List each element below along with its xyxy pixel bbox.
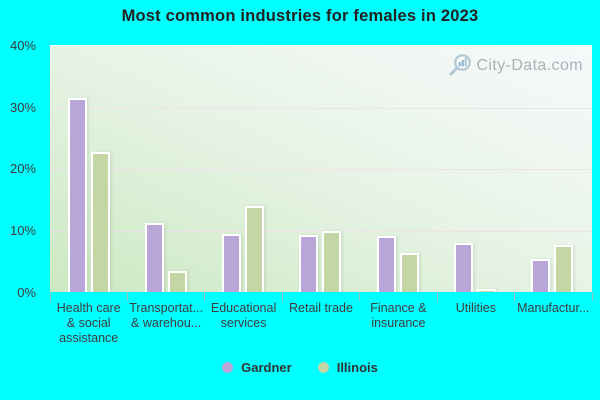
bar-illinois-4 [322, 230, 342, 292]
x-axis-label-4: Retail trade [289, 301, 353, 315]
bar-group-2 [127, 46, 204, 292]
y-tick-label-0: 0% [17, 284, 36, 300]
y-axis: 40% 30% 20% 10% 0% [0, 0, 38, 400]
x-axis-tick-0 [49, 292, 51, 301]
gridline-10 [50, 230, 591, 232]
bar-gardner-2 [144, 222, 164, 292]
legend-swatch-gardner [222, 362, 234, 373]
bar-group-7 [514, 46, 591, 292]
bar-illinois-3 [245, 205, 265, 292]
legend-swatch-illinois [317, 362, 329, 373]
x-axis-tick-7 [591, 292, 593, 301]
bar-group-1 [50, 46, 127, 292]
bar-group-6 [436, 46, 513, 292]
watermark: City-Data.com [447, 52, 583, 79]
bar-gardner-6 [454, 243, 474, 292]
bar-gardner-5 [376, 235, 396, 292]
x-axis-tick-5 [436, 292, 438, 301]
x-axis-label-2: Transportat... & warehou... [129, 301, 204, 330]
y-tick-label-30: 30% [9, 99, 36, 115]
x-axis-tick-2 [204, 292, 206, 301]
y-tick-label-20: 20% [9, 161, 36, 176]
bar-group-5 [359, 46, 436, 292]
x-axis-label-6: Utilities [455, 301, 496, 315]
magnifier-icon [449, 54, 472, 76]
legend-label-illinois: Illinois [336, 360, 378, 375]
bar-illinois-1 [90, 151, 110, 292]
bar-gardner-7 [531, 258, 551, 292]
x-axis-ticks [49, 292, 593, 301]
plot-area: City-Data.com [50, 45, 592, 292]
watermark-text: City-Data.com [476, 56, 583, 74]
x-axis-tick-4 [359, 292, 361, 301]
bar-group-3 [205, 46, 282, 292]
x-axis-label-1: Health care & social assistance [56, 301, 121, 345]
gridline-20 [50, 169, 591, 170]
bar-gardner-3 [222, 233, 242, 292]
chart-title: Most common industries for females in 20… [121, 7, 479, 25]
gridline-30 [50, 107, 591, 109]
bar-illinois-5 [399, 253, 419, 292]
y-tick-label-40: 40% [9, 37, 36, 53]
legend-label-gardner: Gardner [241, 360, 292, 375]
bar-gardner-1 [67, 98, 87, 292]
y-tick-label-10: 10% [9, 223, 36, 238]
x-axis-tick-6 [514, 292, 516, 301]
x-axis-tick-3 [281, 292, 283, 301]
bar-illinois-2 [167, 271, 187, 292]
bar-illinois-7 [554, 245, 574, 292]
bar-group-4 [282, 46, 359, 292]
x-axis-label-5: Finance & insurance [370, 301, 427, 330]
bar-illinois-6 [477, 288, 497, 292]
legend: Gardner Illinois [0, 360, 600, 375]
x-axis-tick-1 [126, 292, 128, 301]
x-axis-label-7: Manufactur... [517, 301, 590, 315]
bar-gardner-4 [299, 235, 319, 292]
x-axis-label-3: Educational services [210, 301, 277, 330]
